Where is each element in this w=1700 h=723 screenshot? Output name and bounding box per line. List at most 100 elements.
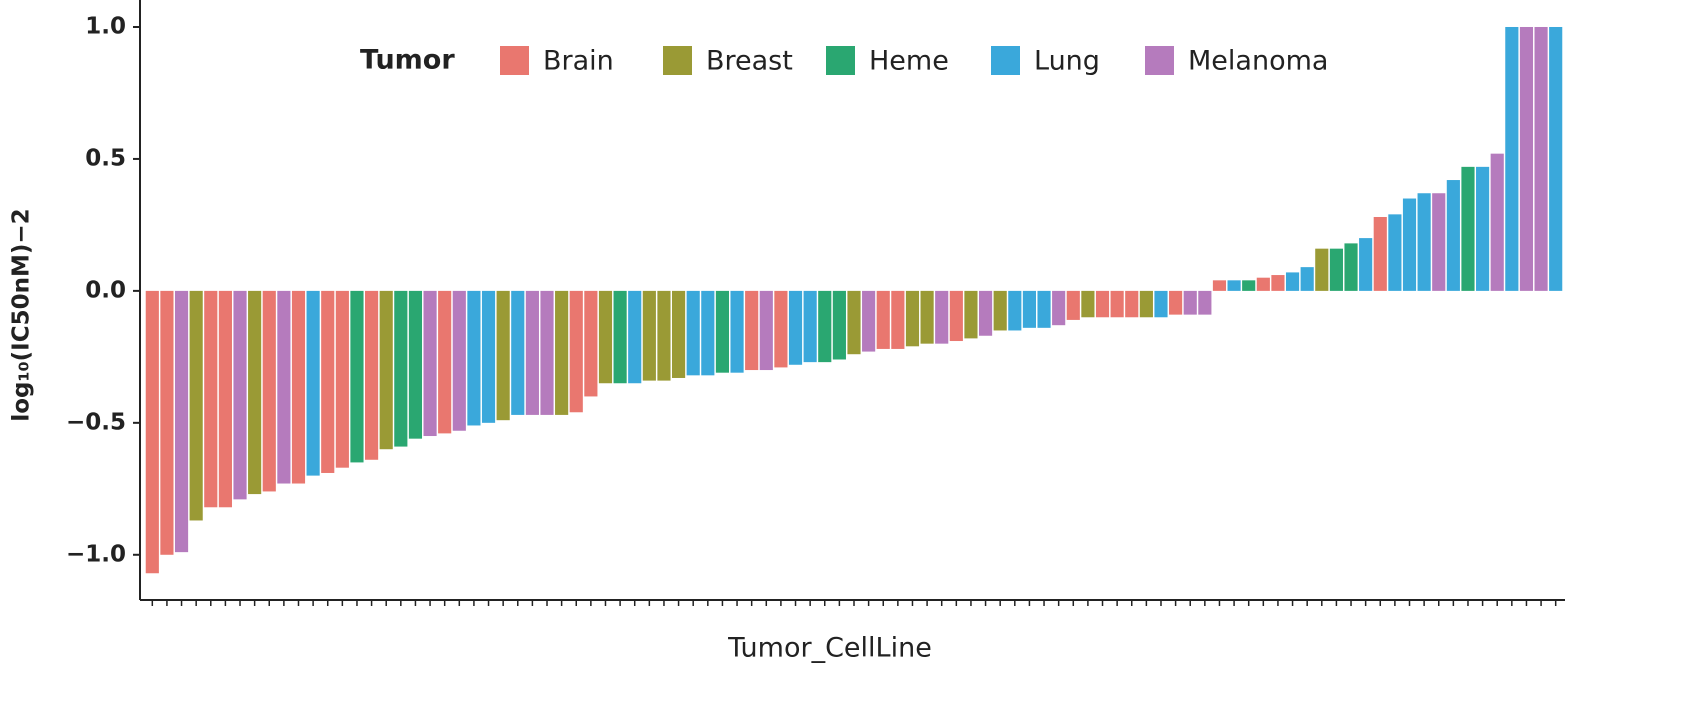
- bar: [1359, 238, 1373, 291]
- bar: [321, 290, 335, 473]
- legend-label: Melanoma: [1188, 46, 1328, 77]
- bar: [233, 290, 247, 500]
- bar: [306, 290, 320, 476]
- bar: [379, 290, 393, 450]
- bar: [569, 290, 583, 413]
- bar: [628, 290, 642, 384]
- bar: [1242, 280, 1256, 291]
- bar: [730, 290, 744, 373]
- bar: [1037, 290, 1051, 328]
- bar: [803, 290, 817, 363]
- y-axis-label: log₁₀(IC50nM)−2: [9, 208, 35, 421]
- bar: [1022, 290, 1037, 328]
- bar: [438, 290, 452, 434]
- bar: [1052, 290, 1066, 326]
- legend-label: Lung: [1034, 46, 1100, 77]
- bar: [1300, 267, 1314, 291]
- legend-swatch: [826, 46, 855, 75]
- bar: [1256, 277, 1270, 291]
- bar: [905, 290, 920, 347]
- bar: [1446, 180, 1460, 291]
- bar: [1417, 193, 1431, 291]
- bar: [525, 290, 539, 415]
- x-axis-label: Tumor_CellLine: [727, 633, 932, 664]
- bar: [832, 290, 846, 360]
- bar: [1139, 290, 1153, 318]
- bar: [818, 290, 832, 363]
- bar: [248, 290, 262, 495]
- y-tick-label: 0.0: [85, 277, 126, 303]
- bar: [335, 290, 349, 468]
- bar: [1183, 290, 1197, 315]
- bar: [394, 290, 408, 447]
- bar: [555, 290, 569, 415]
- bar: [920, 290, 934, 344]
- bar: [1227, 280, 1241, 291]
- bar: [1432, 193, 1446, 291]
- bar: [350, 290, 364, 463]
- legend-swatch: [663, 46, 692, 75]
- legend-label: Heme: [869, 46, 949, 77]
- y-tick-label: −1.0: [66, 541, 126, 567]
- bar: [365, 290, 379, 460]
- bar: [1373, 216, 1387, 291]
- bar: [1534, 26, 1548, 291]
- bar: [1549, 26, 1563, 291]
- bar: [189, 290, 203, 521]
- bar: [715, 290, 730, 373]
- legend-swatch: [991, 46, 1020, 75]
- legend-label: Breast: [706, 46, 793, 77]
- bar: [204, 290, 218, 508]
- bar: [423, 290, 437, 437]
- bar: [847, 290, 861, 355]
- bar: [949, 290, 963, 342]
- y-tick-label: 1.0: [85, 13, 126, 39]
- bar: [1461, 166, 1475, 291]
- bar: [467, 290, 481, 426]
- bar: [745, 290, 759, 371]
- bar: [1066, 290, 1080, 320]
- bar: [978, 290, 993, 336]
- bar: [145, 290, 159, 574]
- bar: [218, 290, 232, 508]
- bar: [1329, 248, 1343, 291]
- bar: [1271, 275, 1285, 291]
- legend-swatch: [500, 46, 529, 75]
- bar: [1212, 280, 1227, 291]
- bar: [935, 290, 949, 344]
- bar: [891, 290, 905, 349]
- bar: [993, 290, 1007, 331]
- bar: [1081, 290, 1095, 318]
- bar: [496, 290, 510, 421]
- bar: [613, 290, 627, 384]
- bar: [174, 290, 189, 553]
- bar: [788, 290, 803, 365]
- bar: [262, 290, 276, 492]
- bar: [540, 290, 554, 415]
- bar: [511, 290, 525, 415]
- bar: [584, 290, 598, 397]
- bar: [1388, 214, 1402, 291]
- bar: [701, 290, 715, 376]
- bar: [1095, 290, 1110, 318]
- bar: [598, 290, 613, 384]
- bar: [277, 290, 291, 484]
- bar: [291, 290, 306, 484]
- legend-label: Brain: [543, 46, 614, 77]
- bar: [160, 290, 174, 555]
- bar: [671, 290, 686, 378]
- legend-swatch: [1145, 46, 1174, 75]
- bar: [1315, 248, 1329, 291]
- bar: [1476, 166, 1490, 291]
- bar: [1169, 290, 1183, 315]
- bar: [1008, 290, 1022, 331]
- bar: [1125, 290, 1139, 318]
- bar: [759, 290, 773, 371]
- bar: [862, 290, 876, 352]
- bar: [452, 290, 466, 431]
- legend-title: Tumor: [360, 45, 455, 76]
- bar: [774, 290, 788, 368]
- bar: [481, 290, 496, 423]
